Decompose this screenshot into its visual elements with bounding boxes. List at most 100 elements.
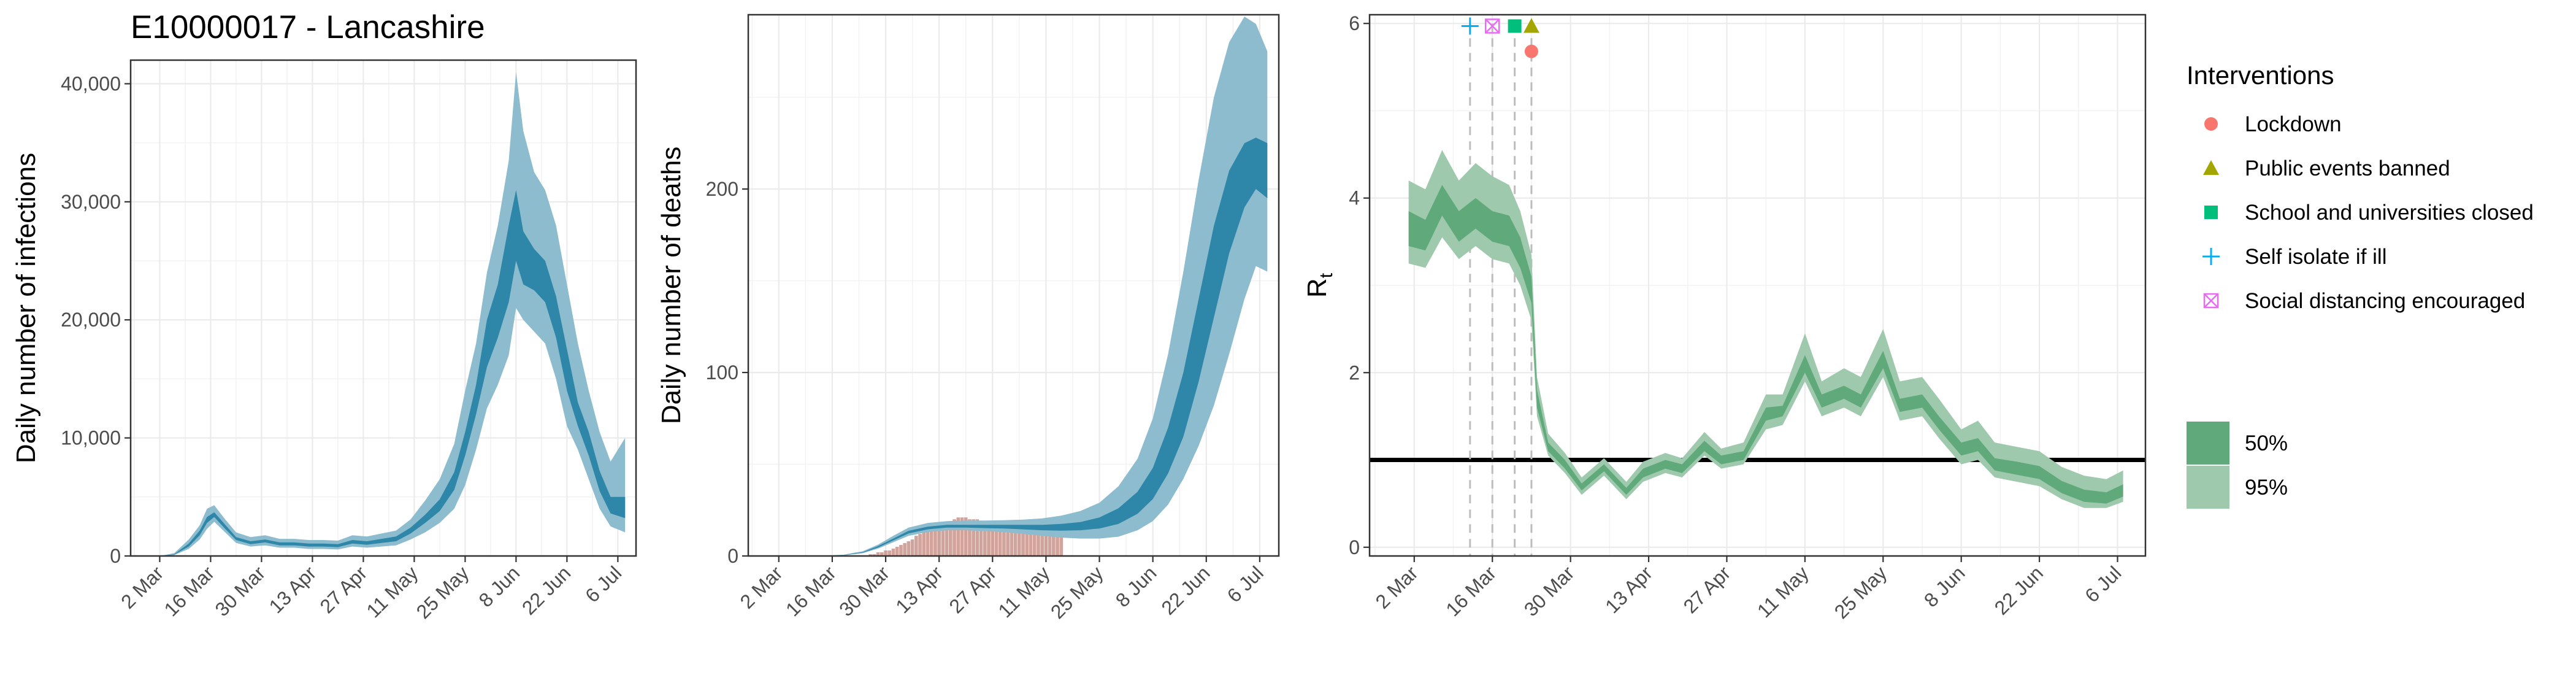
observed-death-bar [964, 517, 968, 556]
observed-death-bar [1006, 527, 1010, 556]
x-tick-label: 8 Jun [1111, 561, 1161, 611]
observed-death-bar [876, 552, 880, 556]
x-tick-label: 6 Jul [1223, 561, 1268, 606]
observed-death-bar [868, 554, 872, 556]
legend-band-swatch [2187, 422, 2229, 465]
legend-band-label: 50% [2245, 431, 2288, 455]
y-tick-label: 100 [706, 361, 738, 384]
x-tick-label: 25 May [412, 561, 473, 623]
observed-death-bar [956, 517, 960, 556]
observed-death-bar [872, 554, 876, 556]
observed-death-bar [941, 523, 945, 556]
y-tick-label: 200 [706, 178, 738, 200]
legend-marker [2204, 117, 2218, 131]
x-tick-label: 8 Jun [1920, 561, 1969, 611]
x-tick-label: 13 Apr [264, 561, 320, 617]
x-tick-label: 16 Mar [1441, 561, 1500, 620]
x-tick-label: 22 Jun [1157, 561, 1214, 619]
observed-death-bar [1037, 530, 1040, 556]
intervention-marker [1508, 19, 1522, 33]
observed-death-bar [1048, 530, 1052, 556]
y-tick-label: 0 [110, 545, 121, 567]
legend-label: Lockdown [2245, 112, 2342, 136]
observed-death-bar [891, 549, 895, 556]
legend-band-label: 95% [2245, 476, 2288, 500]
observed-death-bar [953, 519, 956, 556]
intervention-marker [1485, 18, 1500, 34]
observed-death-bar [887, 550, 892, 556]
legend-marker [2203, 293, 2219, 309]
intervention-marker [1524, 44, 1538, 58]
intervention-marker [1484, 18, 1500, 34]
x-tick-label: 27 Apr [945, 561, 1000, 617]
ci95-band [145, 72, 626, 556]
x-tick-label: 25 May [1830, 561, 1892, 623]
legend-title: Interventions [2187, 61, 2334, 90]
ci50-band [1408, 185, 2123, 504]
panel-border [1368, 14, 2147, 557]
observed-death-bar [983, 521, 987, 556]
x-tick-label: 16 Mar [781, 561, 840, 620]
x-tick-label: 6 Jul [581, 561, 626, 606]
y-tick-label: 6 [1349, 12, 1360, 34]
observed-death-bar [994, 525, 999, 556]
x-tick-label: 27 Apr [1679, 561, 1735, 617]
observed-death-bar [910, 539, 914, 556]
ci95-band [1408, 150, 2123, 508]
observed-death-bar [1025, 530, 1029, 556]
observed-death-bar [968, 519, 972, 556]
x-tick-label: 25 May [1046, 561, 1108, 623]
y-tick-label: 20,000 [61, 309, 121, 331]
observed-death-bar [884, 550, 887, 556]
y-tick-label: 30,000 [61, 191, 121, 213]
x-tick-label: 30 Mar [1520, 561, 1579, 620]
y-axis-label: Daily number of infections [11, 153, 41, 463]
observed-death-bar [918, 534, 922, 556]
x-tick-label: 30 Mar [835, 561, 894, 620]
legend-label: Social distancing encouraged [2245, 289, 2525, 313]
observed-death-bar [880, 552, 884, 556]
x-tick-label: 2 Mar [1371, 561, 1422, 613]
observed-death-bar [975, 519, 979, 556]
observed-death-bar [1040, 530, 1044, 556]
x-tick-label: 6 Jul [2080, 561, 2125, 606]
intervention-marker [1523, 18, 1539, 33]
observed-death-bar [907, 541, 911, 556]
x-tick-label: 11 May [994, 561, 1054, 622]
y-tick-label: 0 [1349, 536, 1360, 558]
observed-death-bar [991, 523, 995, 556]
observed-death-bar [1002, 527, 1006, 556]
observed-death-bar [929, 528, 933, 556]
observed-death-bar [960, 517, 964, 556]
panel-border [129, 59, 637, 557]
y-tick-label: 40,000 [61, 72, 121, 95]
observed-death-bar [937, 525, 941, 556]
observed-death-bar [1052, 530, 1056, 556]
legend-label: Public events banned [2245, 156, 2450, 180]
legend-band-swatch [2187, 466, 2229, 509]
observed-death-bar [945, 523, 949, 556]
x-tick-label: 11 May [362, 561, 422, 622]
x-tick-label: 22 Jun [1990, 561, 2047, 619]
legend-label: Self isolate if ill [2245, 245, 2386, 269]
observed-death-bar [926, 530, 930, 556]
observed-death-bar [1056, 530, 1059, 556]
observed-death-bar [1018, 528, 1021, 556]
observed-death-bar [1059, 530, 1064, 556]
y-axis-label-subscript: t [1316, 272, 1336, 278]
y-axis-label: Rt [1302, 272, 1336, 298]
rt-panel: 0 2 4 6 2 Mar 16 Mar 30 Mar 13 Apr 27 Apr 11 May 2… [1302, 12, 2147, 623]
y-tick-label: 0 [727, 545, 738, 567]
observed-death-bar [1032, 530, 1037, 556]
x-tick-label: 13 Apr [1601, 561, 1657, 617]
x-tick-label: 27 Apr [315, 561, 371, 617]
observed-death-bar [1021, 530, 1025, 556]
legend-marker [2204, 206, 2218, 219]
observed-death-bar [895, 547, 899, 556]
legend-marker [2204, 293, 2218, 308]
x-tick-label: 8 Jun [475, 561, 524, 611]
x-tick-label: 11 May [1753, 561, 1813, 622]
observed-death-bar [1013, 528, 1018, 556]
